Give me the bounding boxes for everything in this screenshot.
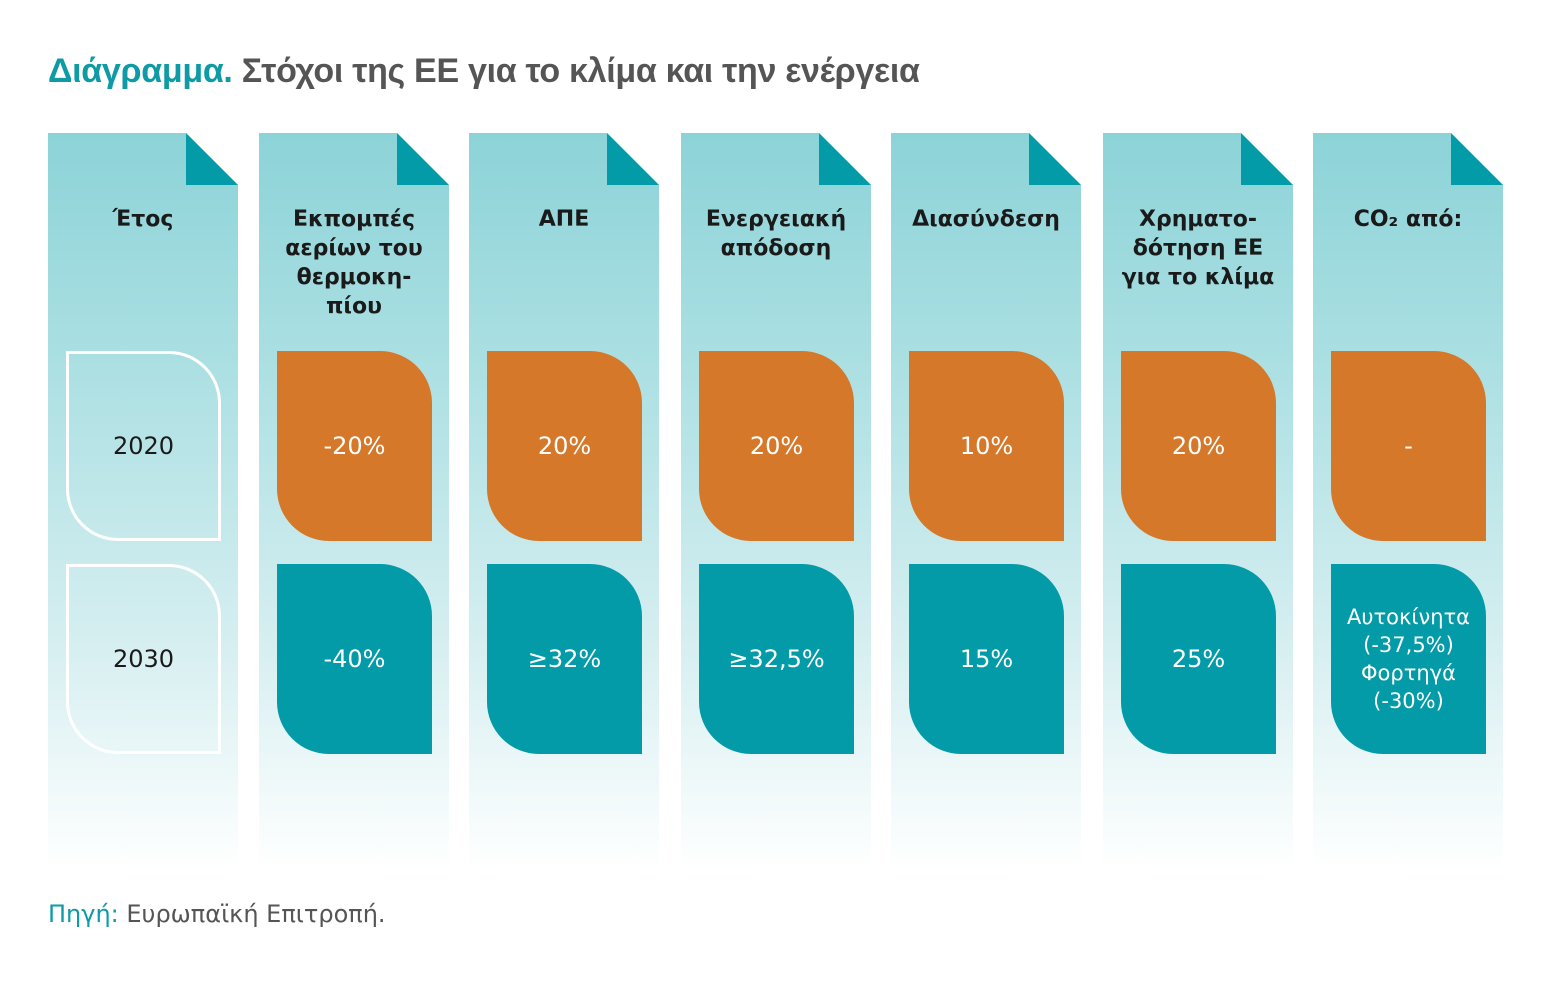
cell-value: ≥32,5% xyxy=(728,644,825,673)
cell-value: 10% xyxy=(959,431,1014,460)
header-line: Εκπομπές xyxy=(292,207,416,232)
folded-corner-icon xyxy=(186,133,238,185)
header-line: απόδοση xyxy=(720,236,832,261)
target-cell-2020: 20% xyxy=(487,351,642,541)
header-line: ΑΠΕ xyxy=(538,207,590,232)
folded-corner-icon xyxy=(1241,133,1293,185)
folded-corner-icon xyxy=(1451,133,1503,185)
source-text: Ευρωπαϊκή Επιτροπή. xyxy=(118,900,386,928)
cell-value: 2030 xyxy=(112,644,175,673)
header-line: Ενεργειακή xyxy=(705,207,847,232)
target-cell-2030: -40% xyxy=(277,564,432,754)
cell-value: ≥32% xyxy=(527,644,602,673)
target-cell-2030: 25% xyxy=(1121,564,1276,754)
target-cell-2020: 10% xyxy=(909,351,1064,541)
target-cell-2030: Αυτοκίνητα (-37,5%) Φορτηγά (-30%) xyxy=(1331,564,1486,754)
cell-value: -40% xyxy=(323,644,386,673)
column-header: Εκπομπές αερίων του θερμοκη-πίου xyxy=(259,205,449,321)
cell-value: 25% xyxy=(1171,644,1226,673)
target-cell-2030: ≥32,5% xyxy=(699,564,854,754)
column-header: Χρηματο-δότηση ΕΕ για το κλίμα xyxy=(1103,205,1293,292)
cell-value: 2020 xyxy=(112,431,175,460)
header-line: δότηση ΕΕ xyxy=(1132,236,1264,261)
target-cell-2030: ≥32% xyxy=(487,564,642,754)
cell-value: -20% xyxy=(323,431,386,460)
header-line: Έτος xyxy=(112,207,174,232)
target-cell-2030: 15% xyxy=(909,564,1064,754)
folded-corner-icon xyxy=(607,133,659,185)
title-lead: Διάγραμμα. xyxy=(48,52,233,90)
title-text: Στόχοι της ΕΕ για το κλίμα και την ενέργ… xyxy=(241,52,920,90)
year-cell-2030: 2030 xyxy=(66,564,221,754)
header-line: Χρηματο- xyxy=(1139,207,1257,232)
header-line: πίου xyxy=(326,294,382,319)
co2-target-line: Φορτηγά xyxy=(1361,661,1456,685)
target-cell-2020: 20% xyxy=(699,351,854,541)
header-line: CO₂ από: xyxy=(1353,207,1463,232)
source-note: Πηγή: Ευρωπαϊκή Επιτροπή. xyxy=(48,900,386,928)
cell-value: 15% xyxy=(959,644,1014,673)
co2-target-line: Αυτοκίνητα xyxy=(1346,605,1471,629)
column-header: Έτος xyxy=(48,205,238,234)
folded-corner-icon xyxy=(397,133,449,185)
target-cell-2020: - xyxy=(1331,351,1486,541)
header-line: Διασύνδεση xyxy=(912,207,1060,232)
target-cell-2020: -20% xyxy=(277,351,432,541)
header-line: για το κλίμα xyxy=(1121,265,1275,290)
column-header: Διασύνδεση xyxy=(891,205,1081,234)
cell-value: - xyxy=(1404,431,1413,460)
co2-target-line: (-30%) xyxy=(1373,689,1444,713)
diagram-title: Διάγραμμα. Στόχοι της ΕΕ για το κλίμα κα… xyxy=(48,52,920,91)
folded-corner-icon xyxy=(819,133,871,185)
column-header: CO₂ από: xyxy=(1313,205,1503,234)
source-label: Πηγή: xyxy=(48,900,119,928)
column-header: ΑΠΕ xyxy=(469,205,659,234)
year-cell-2020: 2020 xyxy=(66,351,221,541)
header-line: αερίων του xyxy=(285,236,423,261)
column-header: Ενεργειακή απόδοση xyxy=(681,205,871,263)
cell-value: 20% xyxy=(749,431,804,460)
target-cell-2020: 20% xyxy=(1121,351,1276,541)
cell-value: 20% xyxy=(1171,431,1226,460)
cell-value: 20% xyxy=(537,431,592,460)
header-line: θερμοκη- xyxy=(296,265,412,290)
co2-target-line: (-37,5%) xyxy=(1363,633,1454,657)
folded-corner-icon xyxy=(1029,133,1081,185)
